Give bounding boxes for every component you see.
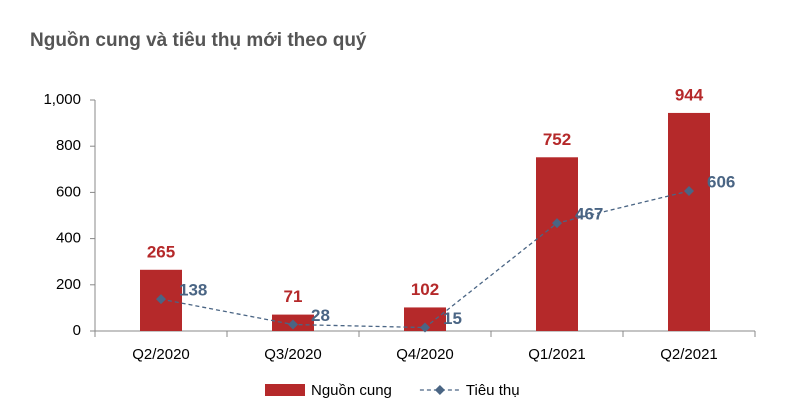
data-label: 102 bbox=[411, 280, 439, 299]
x-tick-label: Q2/2021 bbox=[660, 346, 718, 363]
legend-label: Nguồn cung bbox=[311, 382, 392, 399]
bar bbox=[536, 157, 578, 331]
data-label: 28 bbox=[311, 306, 330, 325]
marker bbox=[420, 322, 430, 333]
x-tick-label: Q2/2020 bbox=[132, 346, 190, 363]
y-tick-label: 400 bbox=[56, 230, 81, 247]
data-label: 467 bbox=[575, 205, 603, 224]
marker bbox=[552, 218, 562, 229]
y-tick-label: 600 bbox=[56, 183, 81, 200]
data-label: 15 bbox=[443, 309, 462, 328]
data-label: 606 bbox=[707, 172, 735, 191]
data-label: 265 bbox=[147, 242, 175, 261]
marker bbox=[288, 319, 298, 330]
marker bbox=[156, 294, 166, 305]
data-label: 944 bbox=[675, 85, 704, 104]
x-tick-label: Q1/2021 bbox=[528, 346, 586, 363]
data-label: 752 bbox=[543, 130, 571, 149]
data-label: 138 bbox=[179, 281, 207, 300]
x-tick-label: Q3/2020 bbox=[264, 346, 322, 363]
y-tick-label: 800 bbox=[56, 137, 81, 154]
data-label: 71 bbox=[284, 287, 303, 306]
bar bbox=[404, 307, 446, 331]
y-tick-label: 200 bbox=[56, 276, 81, 293]
legend-label: Tiêu thụ bbox=[466, 382, 520, 399]
line bbox=[160, 190, 690, 329]
bar bbox=[668, 112, 710, 331]
chart-title: Nguồn cung và tiêu thụ mới theo quý bbox=[30, 30, 367, 51]
y-tick-label: 1,000 bbox=[43, 91, 81, 108]
legend-marker bbox=[434, 385, 445, 395]
x-tick-label: Q4/2020 bbox=[396, 346, 454, 363]
marker bbox=[684, 186, 694, 197]
legend-swatch bbox=[265, 384, 305, 396]
y-tick-label: 0 bbox=[73, 322, 81, 339]
